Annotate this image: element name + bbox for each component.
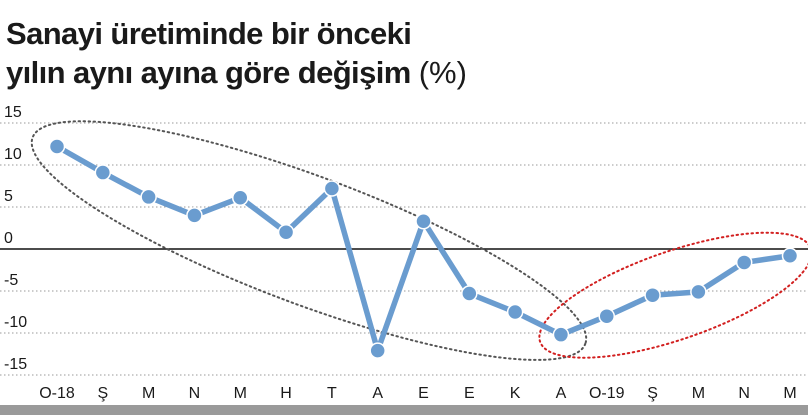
data-point [735, 254, 753, 271]
x-tick-label: M [142, 385, 155, 402]
x-tick-label: A [556, 385, 567, 402]
x-tick-label: K [510, 385, 521, 402]
chart-title: Sanayi üretiminde bir önceki yılın aynı … [6, 14, 467, 92]
data-point [277, 223, 295, 241]
x-axis-tick-labels: O-18 Ş M N M H T A E E K A O-19 Ş M N M [39, 385, 796, 402]
x-axis-band [0, 405, 808, 415]
y-tick-label: -10 [4, 314, 27, 331]
x-tick-label: A [372, 385, 383, 402]
y-tick-label: 15 [4, 104, 22, 121]
y-axis-tick-labels: 15 10 5 0 -5 -10 -15 [4, 104, 27, 373]
data-point [781, 247, 799, 264]
data-point [323, 180, 341, 197]
chart-title-line1: Sanayi üretiminde bir önceki [6, 16, 412, 51]
x-tick-label: M [783, 385, 796, 402]
chart-title-line2: yılın aynı ayına göre değişim [6, 55, 411, 90]
highlight-ellipse-decline [30, 120, 588, 361]
x-tick-label: E [418, 385, 429, 402]
x-tick-label: M [692, 385, 705, 402]
data-point [48, 138, 66, 155]
data-point [690, 283, 707, 301]
highlight-ellipse-recovery [538, 231, 808, 359]
data-point [598, 307, 615, 325]
data-point [415, 213, 432, 230]
highlight-ellipses [30, 120, 808, 361]
x-tick-label: T [327, 385, 337, 402]
data-point [186, 207, 203, 224]
data-point [644, 286, 661, 304]
y-tick-label: -15 [4, 356, 27, 373]
data-point [461, 285, 478, 302]
y-tick-label: 10 [4, 146, 22, 163]
data-point [232, 189, 249, 207]
y-tick-label: 5 [4, 188, 13, 205]
x-tick-label: Ş [97, 385, 108, 402]
data-point [94, 164, 112, 181]
data-point [140, 188, 157, 206]
x-tick-label: E [464, 385, 475, 402]
data-point [369, 342, 386, 359]
x-tick-label: H [280, 385, 292, 402]
chart-title-unit: (%) [418, 55, 467, 90]
data-points [48, 138, 799, 359]
x-tick-label: O-18 [39, 385, 75, 402]
x-tick-label: N [189, 385, 201, 402]
x-tick-label: O-19 [589, 385, 625, 402]
x-tick-label: Ş [647, 385, 658, 402]
y-tick-label: 0 [4, 230, 13, 247]
x-tick-label: M [234, 385, 247, 402]
y-tick-label: -5 [4, 272, 18, 289]
x-tick-label: N [738, 385, 750, 402]
data-point [552, 326, 570, 343]
data-point [506, 303, 524, 321]
